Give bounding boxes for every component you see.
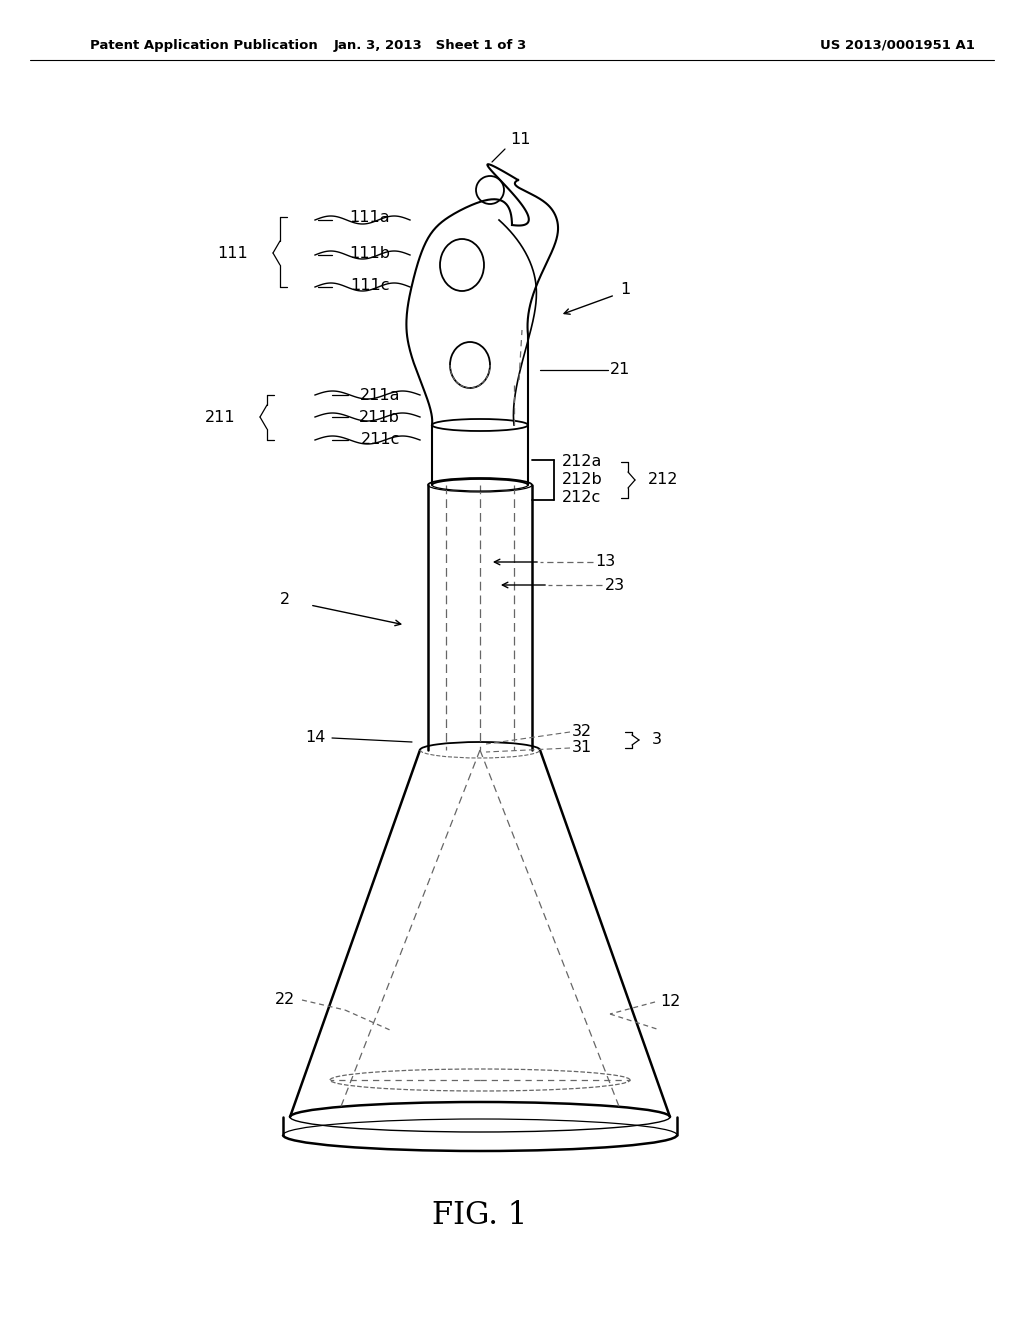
Text: 14: 14	[305, 730, 326, 746]
Text: 111c: 111c	[350, 277, 390, 293]
Text: 21: 21	[610, 363, 630, 378]
Text: 212a: 212a	[562, 454, 602, 470]
Text: 211b: 211b	[359, 409, 400, 425]
Text: 211c: 211c	[360, 433, 400, 447]
Text: Jan. 3, 2013   Sheet 1 of 3: Jan. 3, 2013 Sheet 1 of 3	[334, 38, 526, 51]
Text: Patent Application Publication: Patent Application Publication	[90, 38, 317, 51]
Text: 211: 211	[206, 409, 236, 425]
Text: 111b: 111b	[349, 246, 390, 260]
Text: 11: 11	[510, 132, 530, 148]
Text: FIG. 1: FIG. 1	[432, 1200, 527, 1230]
Text: 23: 23	[605, 578, 625, 593]
Text: 12: 12	[659, 994, 680, 1010]
Text: 31: 31	[572, 741, 592, 755]
Text: 32: 32	[572, 725, 592, 739]
Text: 13: 13	[595, 554, 615, 569]
Text: US 2013/0001951 A1: US 2013/0001951 A1	[820, 38, 975, 51]
Text: 212c: 212c	[562, 491, 601, 506]
Text: 111: 111	[217, 246, 248, 260]
Text: 212: 212	[648, 473, 679, 487]
Text: 212b: 212b	[562, 473, 603, 487]
Text: 111a: 111a	[349, 210, 390, 224]
Text: 22: 22	[274, 993, 295, 1007]
Text: 211a: 211a	[359, 388, 400, 403]
Text: 2: 2	[280, 593, 290, 607]
Text: 3: 3	[652, 733, 662, 747]
Text: 1: 1	[620, 282, 630, 297]
